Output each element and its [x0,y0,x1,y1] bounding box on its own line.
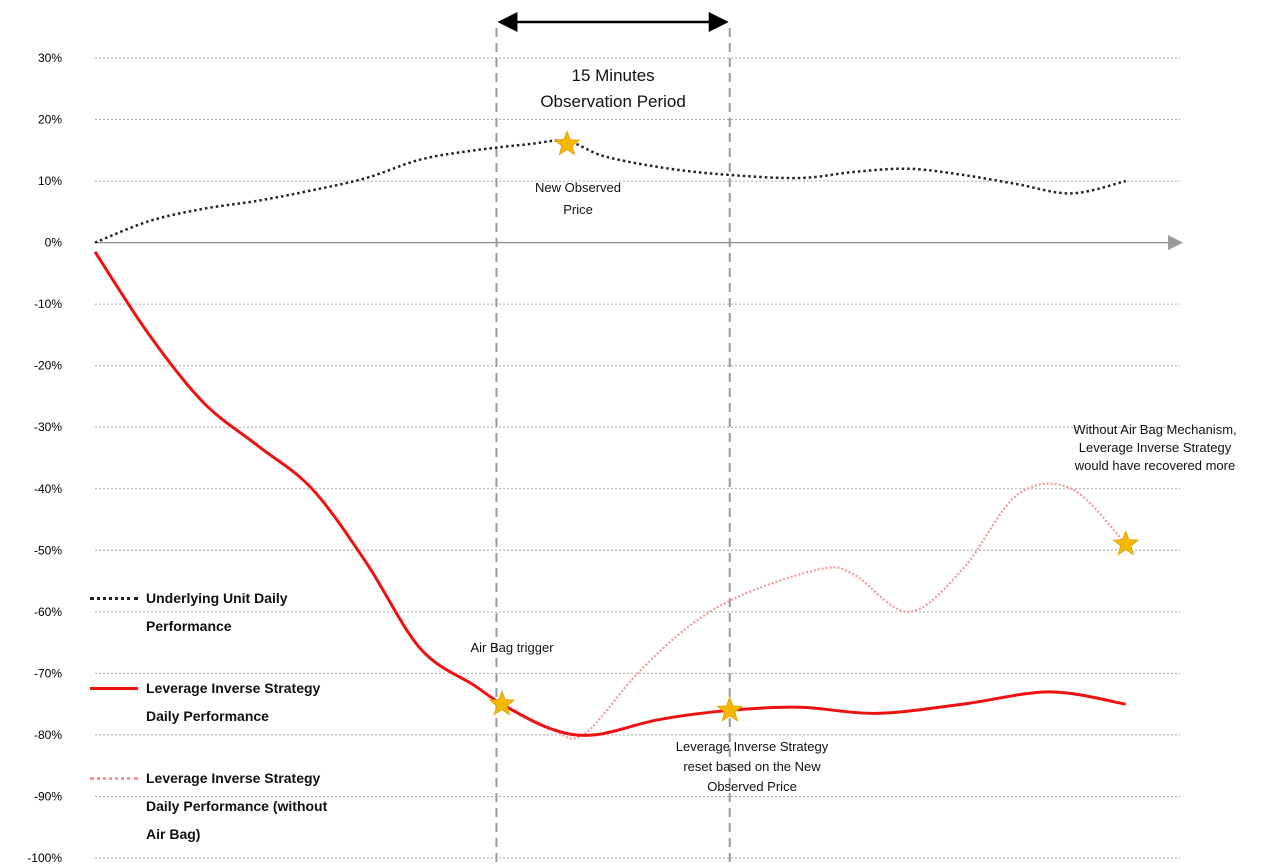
star-marker [488,690,516,716]
legend-label: Leverage Inverse Strategy [146,680,321,696]
legend-label: Performance [146,618,232,634]
annotation-without-airbag: would have recovered more [1074,458,1235,473]
legend-label: Leverage Inverse Strategy [146,770,321,786]
y-tick-label: -90% [34,789,62,803]
y-tick-label: 0% [45,236,63,250]
star-marker [553,130,581,156]
annotation-reset: Leverage Inverse Strategy [676,739,829,754]
series-lines [93,139,1127,740]
period-label: Observation Period [540,92,686,111]
legend-label: Daily Performance (without [146,798,328,814]
y-tick-label: -70% [34,666,62,680]
y-tick-label: -30% [34,420,62,434]
legend-label: Daily Performance [146,708,269,724]
y-tick-label: -20% [34,359,62,373]
y-tick-label: 10% [38,174,62,188]
star-markers [488,130,1140,722]
gridlines [95,57,1180,859]
series-strategy [93,251,1126,737]
y-tick-label: -50% [34,543,62,557]
y-tick-label: 30% [38,51,62,65]
legend-swatch-without-airbag [90,777,138,780]
y-tick-label: -60% [34,605,62,619]
y-tick-label: -80% [34,728,62,742]
observation-period: 15 Minutes Observation Period [495,12,731,865]
annotations: New Observed Price Air Bag trigger Leverage… [470,180,1236,794]
y-tick-label: -40% [34,482,62,496]
period-label: 15 Minutes [572,66,655,85]
star-marker [1112,530,1140,556]
annotation-air-bag-trigger: Air Bag trigger [470,640,554,655]
series-without-airbag [501,482,1127,740]
legend-label: Air Bag) [146,826,201,842]
y-axis-ticks: 30% 20% 10% 0% -10% -20% -30% -40% -50% -60% -70% -… [27,51,62,865]
annotation-reset: reset based on the New [683,759,821,774]
annotation-new-observed-price: New Observed [535,180,621,195]
y-tick-label: 20% [38,113,62,127]
star-marker [716,696,744,722]
legend: Underlying Unit Daily Performance Levera… [90,584,390,844]
annotation-without-airbag: Leverage Inverse Strategy [1079,440,1232,455]
legend-swatch-underlying [90,597,138,600]
y-tick-label: -100% [27,851,62,865]
annotation-without-airbag: Without Air Bag Mechanism, [1073,422,1236,437]
legend-label: Underlying Unit Daily [146,590,288,606]
legend-swatch-strategy [90,687,138,690]
y-tick-label: -10% [34,297,62,311]
annotation-new-observed-price: Price [563,202,593,217]
annotation-reset: Observed Price [707,779,797,794]
